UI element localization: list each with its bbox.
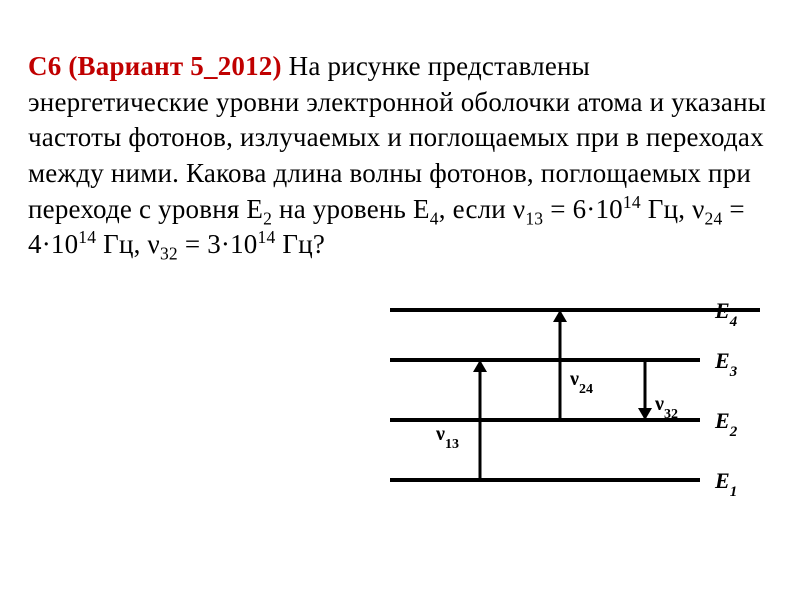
level-label-E2: E2 xyxy=(714,408,738,440)
sub-32: 32 xyxy=(160,244,178,264)
problem-body-5: Гц, ν xyxy=(641,194,705,224)
problem-body-2: на уровень E xyxy=(272,194,430,224)
problem-body-3: , если ν xyxy=(439,194,526,224)
problem-body-8: = 3·10 xyxy=(178,229,258,259)
figure-wrap: E4 E3 E2 E1 ν13 ν24 ν32 xyxy=(28,290,772,500)
page: С6 (Вариант 5_2012) На рисунке представл… xyxy=(0,0,800,500)
sub-e4: 4 xyxy=(430,208,439,228)
problem-body-7: Гц, ν xyxy=(96,229,160,259)
sub-e2: 2 xyxy=(263,208,272,228)
arrow-label-nu32: ν32 xyxy=(654,393,678,422)
sub-24: 24 xyxy=(705,208,723,228)
arrow-label-nu13: ν13 xyxy=(435,423,459,452)
arrow-label-nu24: ν24 xyxy=(569,368,593,397)
level-label-E1: E1 xyxy=(714,468,737,500)
problem-body-4: = 6·10 xyxy=(543,194,623,224)
problem-lead: С6 (Вариант 5_2012) xyxy=(28,51,282,81)
level-label-E4: E4 xyxy=(714,298,738,330)
sup-14c: 14 xyxy=(258,227,276,247)
problem-body-9: Гц? xyxy=(275,229,325,259)
sub-13: 13 xyxy=(525,208,543,228)
problem-text: С6 (Вариант 5_2012) На рисунке представл… xyxy=(28,49,772,263)
sup-14b: 14 xyxy=(78,227,96,247)
sup-14a: 14 xyxy=(623,192,641,212)
energy-level-diagram: E4 E3 E2 E1 ν13 ν24 ν32 xyxy=(370,290,760,500)
level-label-E3: E3 xyxy=(714,348,738,380)
